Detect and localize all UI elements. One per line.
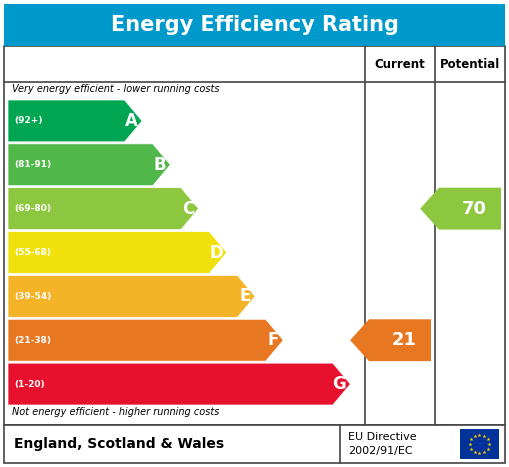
- Text: (92+): (92+): [14, 116, 42, 126]
- Text: 70: 70: [462, 200, 487, 218]
- Text: (81-91): (81-91): [14, 160, 51, 169]
- Bar: [4, 425, 505, 463]
- Bar: [460, 429, 499, 459]
- Text: (1-20): (1-20): [14, 380, 45, 389]
- Text: Not energy efficient - higher running costs: Not energy efficient - higher running co…: [12, 407, 219, 417]
- Text: B: B: [154, 156, 166, 174]
- Text: G: G: [332, 375, 346, 393]
- Text: 21: 21: [391, 331, 416, 349]
- Text: (55-68): (55-68): [14, 248, 51, 257]
- Polygon shape: [420, 188, 501, 230]
- Bar: [4, 4, 505, 46]
- Text: E: E: [240, 287, 251, 305]
- Text: D: D: [209, 243, 223, 262]
- Polygon shape: [8, 319, 284, 361]
- Polygon shape: [8, 363, 350, 405]
- Text: C: C: [182, 200, 194, 218]
- Text: EU Directive
2002/91/EC: EU Directive 2002/91/EC: [348, 432, 417, 456]
- Polygon shape: [8, 232, 227, 274]
- Text: Potential: Potential: [440, 57, 500, 71]
- Text: F: F: [268, 331, 279, 349]
- Polygon shape: [8, 188, 199, 230]
- Bar: [4, 46, 505, 425]
- Polygon shape: [8, 100, 142, 142]
- Text: (39-54): (39-54): [14, 292, 51, 301]
- Text: England, Scotland & Wales: England, Scotland & Wales: [14, 437, 224, 451]
- Text: A: A: [125, 112, 138, 130]
- Text: (21-38): (21-38): [14, 336, 51, 345]
- Polygon shape: [8, 276, 255, 317]
- Text: Very energy efficient - lower running costs: Very energy efficient - lower running co…: [12, 84, 219, 94]
- Text: Energy Efficiency Rating: Energy Efficiency Rating: [110, 15, 399, 35]
- Text: Current: Current: [375, 57, 426, 71]
- Polygon shape: [8, 144, 171, 186]
- Text: (69-80): (69-80): [14, 204, 51, 213]
- Polygon shape: [350, 319, 431, 361]
